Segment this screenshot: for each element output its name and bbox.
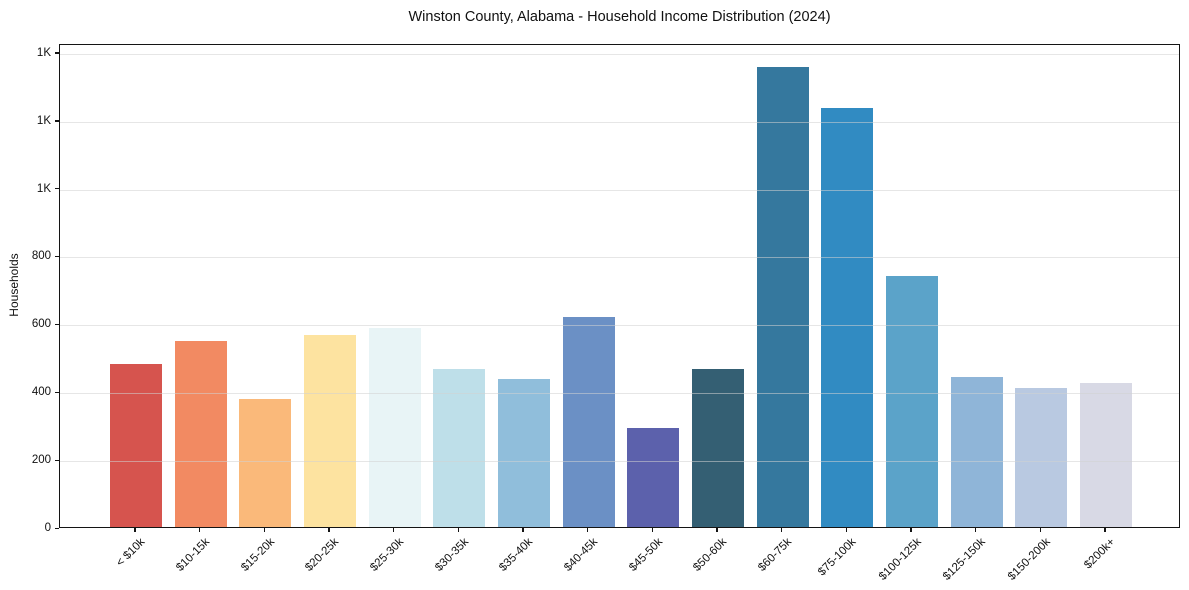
x-tick-mark bbox=[845, 528, 848, 532]
x-tick-mark bbox=[587, 528, 589, 532]
bar-60-75k bbox=[756, 67, 809, 527]
x-tick-label-125-150k: $125-150k bbox=[941, 536, 989, 583]
y-tick-label: 800 bbox=[31, 250, 51, 263]
x-tick-mark bbox=[134, 528, 136, 532]
gridline-y-600 bbox=[60, 325, 1179, 327]
x-tick-label-10k: < $10k bbox=[114, 536, 148, 570]
bar-50-60k bbox=[692, 369, 745, 527]
x-tick-label-50-60k: $50-60k bbox=[691, 536, 730, 574]
x-tick-mark bbox=[910, 528, 912, 532]
x-tick-label-45-50k: $45-50k bbox=[626, 536, 665, 574]
gridline-y-1000 bbox=[60, 189, 1179, 191]
y-tick-label: 0 bbox=[44, 522, 51, 534]
y-tick-label: 200 bbox=[31, 454, 51, 467]
x-tick-label-40-45k: $40-45k bbox=[562, 536, 601, 574]
y-tick-label: 1K bbox=[36, 46, 51, 59]
x-tick-mark bbox=[975, 528, 977, 532]
x-tick-mark bbox=[1039, 528, 1042, 532]
x-tick-mark bbox=[522, 528, 524, 532]
x-tick-mark bbox=[781, 528, 783, 532]
x-tick-label-10-15k: $10-15k bbox=[174, 536, 213, 574]
x-tick-mark bbox=[457, 528, 459, 532]
bar-200k bbox=[1080, 383, 1133, 527]
x-tick-label-60-75k: $60-75k bbox=[756, 536, 795, 574]
bar-10k bbox=[110, 364, 162, 527]
bar-125-150k bbox=[950, 377, 1003, 527]
x-tick-label-25-30k: $25-30k bbox=[368, 536, 407, 574]
x-tick-label-20-25k: $20-25k bbox=[303, 536, 342, 574]
y-tick-mark bbox=[55, 52, 59, 54]
x-tick-mark bbox=[651, 528, 653, 532]
x-tick-label-100-125k: $100-125k bbox=[876, 536, 924, 583]
bar-15-20k bbox=[239, 399, 292, 527]
bar-10-15k bbox=[174, 341, 227, 527]
gridline-y-200 bbox=[60, 461, 1179, 463]
plot-area bbox=[59, 44, 1180, 528]
x-tick-mark bbox=[328, 528, 330, 532]
x-tick-label-35-40k: $35-40k bbox=[497, 536, 536, 574]
y-tick-label: 1K bbox=[36, 114, 51, 127]
x-tick-mark bbox=[393, 528, 395, 532]
chart-title: Winston County, Alabama - Household Inco… bbox=[408, 9, 831, 25]
y-tick-label: 400 bbox=[31, 386, 51, 399]
x-tick-mark bbox=[716, 528, 718, 532]
bar-45-50k bbox=[627, 428, 680, 527]
x-tick-label-75-100k: $75-100k bbox=[816, 536, 859, 579]
bar-40-45k bbox=[562, 317, 615, 527]
x-tick-label-150-200k: $150-200k bbox=[1005, 536, 1053, 583]
x-tick-mark bbox=[1104, 528, 1106, 532]
bar-25-30k bbox=[368, 328, 421, 527]
y-tick-mark bbox=[55, 323, 59, 326]
x-tick-mark bbox=[199, 528, 201, 532]
y-tick-label: 600 bbox=[31, 318, 51, 331]
gridline-y-400 bbox=[60, 393, 1179, 395]
y-tick-mark bbox=[55, 120, 59, 122]
y-tick-label: 1K bbox=[36, 182, 51, 195]
gridline-y-1200 bbox=[60, 121, 1179, 123]
x-tick-label-30-35k: $30-35k bbox=[432, 536, 471, 574]
x-tick-label-200k: $200k+ bbox=[1082, 536, 1118, 572]
bar-35-40k bbox=[498, 379, 551, 527]
y-tick-mark bbox=[55, 527, 59, 529]
bar-75-100k bbox=[821, 107, 874, 527]
gridline-y-1400 bbox=[60, 53, 1179, 55]
bar-100-125k bbox=[886, 275, 939, 527]
x-tick-mark bbox=[263, 528, 265, 532]
bar-20-25k bbox=[304, 335, 356, 527]
bar-30-35k bbox=[433, 369, 486, 527]
y-tick-mark bbox=[55, 391, 59, 394]
y-tick-mark bbox=[55, 255, 59, 258]
x-tick-label-15-20k: $15-20k bbox=[238, 536, 277, 574]
bar-150-200k bbox=[1015, 387, 1068, 527]
gridline-y-800 bbox=[60, 257, 1179, 259]
y-tick-mark bbox=[55, 188, 59, 190]
y-tick-mark bbox=[55, 459, 59, 461]
